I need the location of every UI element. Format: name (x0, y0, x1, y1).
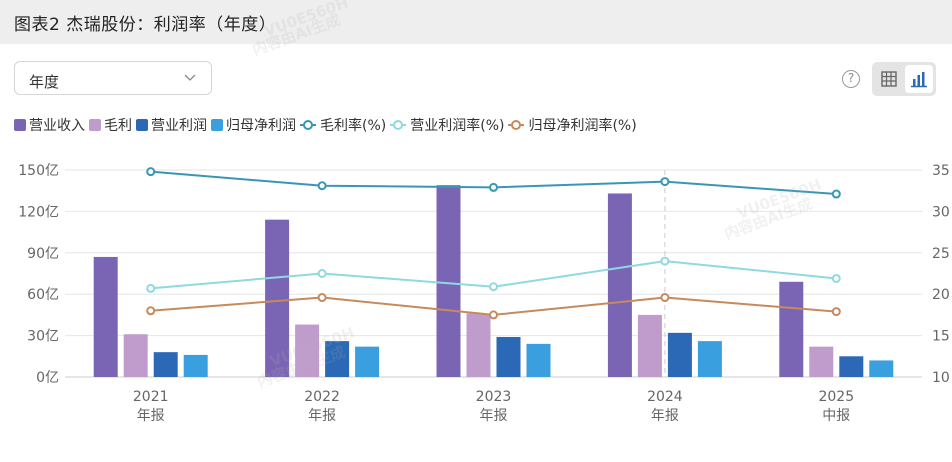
y-axis-left-tick-label: 30亿 (27, 329, 59, 345)
y-axis-right-tick-label: 30 (932, 204, 950, 220)
bar-营业利润 (153, 352, 178, 377)
bar-chart-icon[interactable] (905, 65, 933, 93)
point-营业利润率(%) (146, 283, 156, 293)
legend-item[interactable]: 营业利润率(%) (390, 115, 504, 135)
legend-label: 营业收入 (29, 118, 85, 134)
bar-营业收入 (436, 185, 461, 377)
legend-swatch (211, 119, 223, 131)
y-axis-right-tick-label: 10 (932, 370, 950, 386)
point-毛利率(%) (146, 167, 156, 177)
y-axis-right-tick-label: 35 (932, 163, 950, 179)
bar-毛利 (809, 346, 834, 377)
x-axis-tick-label: 2024 (647, 389, 683, 405)
point-毛利率(%) (317, 181, 327, 191)
legend-label: 营业利润率(%) (410, 118, 505, 134)
x-axis-tick-sublabel: 年报 (480, 408, 508, 424)
legend-item[interactable]: 营业利润 (136, 115, 207, 135)
chart-canvas: 0亿30亿60亿90亿120亿150亿1015202530352021年报202… (18, 163, 950, 424)
legend-line-marker (508, 119, 525, 131)
x-axis-tick-sublabel: 年报 (651, 408, 679, 424)
point-归母净利润率(%) (317, 293, 327, 303)
bar-营业收入 (265, 219, 290, 377)
legend-label: 归母净利润 (226, 118, 296, 134)
bar-毛利 (637, 314, 662, 377)
legend-swatch (89, 119, 101, 131)
point-归母净利润率(%) (489, 310, 498, 320)
y-axis-right-tick-label: 20 (932, 287, 950, 303)
x-axis-tick-sublabel: 年报 (137, 408, 165, 424)
header-bar: 图表2 杰瑞股份：利润率（年度） (0, 0, 952, 44)
legend-swatch (14, 119, 26, 131)
x-axis-tick-label: 2022 (304, 389, 340, 405)
bar-营业收入 (607, 193, 632, 377)
x-axis-tick-label: 2021 (133, 389, 169, 405)
point-毛利率(%) (831, 189, 841, 199)
legend-item[interactable]: 营业收入 (14, 115, 85, 135)
point-毛利率(%) (660, 177, 670, 187)
bar-毛利 (295, 324, 320, 377)
point-营业利润率(%) (489, 282, 498, 292)
x-axis-tick-sublabel: 年报 (308, 408, 336, 424)
chevron-down-icon (184, 74, 196, 81)
bar-归母净利润 (697, 341, 722, 377)
legend-label: 毛利 (104, 118, 132, 134)
y-axis-right-tick-label: 15 (932, 329, 950, 345)
point-归母净利润率(%) (660, 293, 670, 303)
y-axis-right-tick-label: 25 (932, 246, 950, 262)
bar-毛利 (123, 334, 148, 377)
legend-label: 营业利润 (151, 118, 207, 134)
point-归母净利润率(%) (146, 306, 156, 316)
legend-swatch (136, 119, 148, 131)
x-axis-tick-label: 2025 (818, 389, 854, 405)
bar-营业利润 (839, 356, 864, 377)
bar-归母净利润 (526, 343, 551, 377)
legend-item[interactable]: 归母净利润 (211, 115, 296, 135)
bar-营业利润 (667, 332, 692, 377)
legend-item[interactable]: 归母净利润率(%) (508, 115, 637, 135)
point-毛利率(%) (489, 182, 498, 192)
bar-营业利润 (496, 336, 521, 377)
bar-营业收入 (93, 256, 118, 377)
bar-归母净利润 (869, 360, 894, 377)
legend-item[interactable]: 毛利 (89, 115, 132, 135)
y-axis-left-tick-label: 0亿 (36, 370, 59, 386)
x-axis-tick-label: 2023 (476, 389, 512, 405)
legend-label: 毛利率(%) (320, 118, 387, 134)
table-icon[interactable] (875, 65, 903, 93)
bar-营业收入 (779, 281, 804, 377)
point-营业利润率(%) (317, 269, 327, 278)
chart-legend: 营业收入 毛利 营业利润 归母净利润 毛利率(%) 营业利润率(%) 归母净利润率(%) (14, 115, 641, 135)
bar-归母净利润 (355, 346, 380, 377)
legend-item[interactable]: 毛利率(%) (300, 115, 386, 135)
period-select-value: 年度 (29, 73, 60, 91)
bar-归母净利润 (183, 354, 208, 377)
bar-营业利润 (325, 341, 350, 377)
legend-line-marker (390, 119, 407, 131)
period-select[interactable]: 年度 (14, 61, 212, 95)
x-axis-tick-sublabel: 中报 (822, 408, 850, 424)
point-营业利润率(%) (831, 273, 841, 283)
point-归母净利润率(%) (831, 307, 841, 317)
view-toggle (872, 62, 936, 96)
y-axis-left-tick-label: 120亿 (18, 204, 59, 220)
page-title: 图表2 杰瑞股份：利润率（年度） (14, 15, 277, 35)
bar-毛利 (466, 313, 491, 377)
y-axis-left-tick-label: 150亿 (18, 163, 59, 179)
legend-label: 归母净利润率(%) (528, 118, 637, 134)
y-axis-left-tick-label: 60亿 (27, 287, 59, 303)
question-circle-icon[interactable]: ? (842, 70, 860, 88)
y-axis-left-tick-label: 90亿 (27, 246, 59, 262)
point-营业利润率(%) (660, 256, 670, 266)
legend-line-marker (300, 119, 316, 131)
